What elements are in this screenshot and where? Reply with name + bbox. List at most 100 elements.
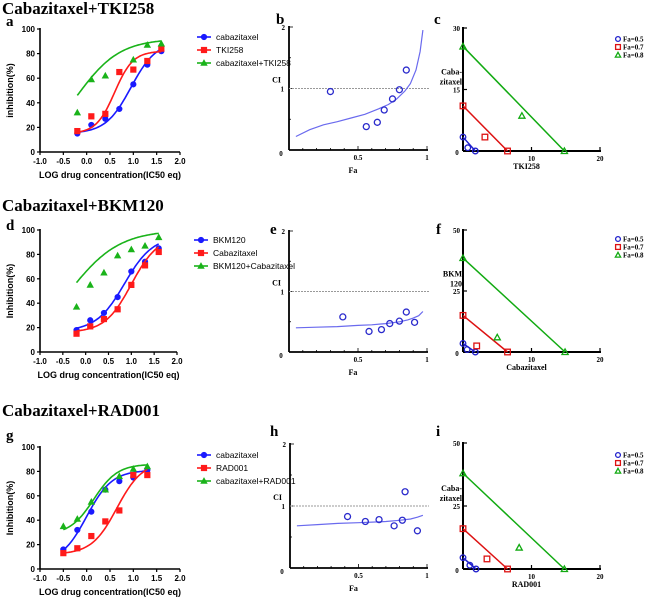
y-tick-label-a: 40 (26, 99, 35, 108)
isobole-line-f-1 (462, 314, 509, 353)
y-tick-label-a: 60 (26, 74, 35, 83)
legend-marker-i-2 (614, 467, 622, 474)
data-point-d-1 (114, 306, 121, 313)
y-tick-label-d: 0 (31, 348, 36, 357)
legend-marker-a-0 (200, 33, 208, 41)
data-point-d-0 (100, 309, 108, 317)
x-tick-label-a: 1.0 (128, 157, 140, 166)
legend-marker-d-2 (197, 262, 205, 269)
x-tick-label-a: 0.0 (81, 157, 93, 166)
data-point-g-1 (102, 518, 109, 525)
isobole-point-f-0 (463, 346, 471, 354)
y-axis-label-b: CI (272, 76, 281, 85)
data-point-g-2 (143, 462, 152, 470)
x-tick-label-a: 2.0 (174, 157, 186, 166)
isobole-line-c-1 (462, 105, 509, 152)
data-point-d-1 (100, 315, 108, 323)
data-point-g-2 (101, 485, 110, 493)
x-tick-label-e: 0.5 (354, 356, 363, 364)
data-point-g-1 (116, 507, 123, 514)
y-tick-label-g: 0 (31, 565, 36, 574)
data-point-g-2 (59, 522, 68, 530)
ci-point-e (339, 313, 347, 321)
y-tick-label-h: 1 (282, 503, 286, 511)
x-tick-label-h: 1 (425, 572, 429, 580)
y-axis-label-e: CI (272, 279, 281, 288)
y-axis-label-h: CI (273, 493, 282, 502)
x-tick-label-g: -1.0 (33, 574, 47, 583)
legend-label-g-1: RAD001 (216, 463, 248, 473)
isobole-point-c-1 (459, 102, 467, 110)
data-point-d-2 (113, 251, 122, 259)
data-point-a-0 (102, 115, 109, 122)
x-tick-label-b: 0.5 (354, 154, 363, 162)
isobole-point-f-2 (493, 332, 502, 341)
data-point-d-0 (128, 268, 135, 275)
y-axis-label-i: Caba- (441, 484, 462, 493)
isobole-point-c-0 (459, 133, 467, 141)
isobole-point-i-2 (514, 543, 524, 551)
isobole-point-f-1 (504, 348, 511, 356)
fit-curve-g-1 (63, 468, 148, 554)
legend-marker-c-2 (614, 51, 622, 58)
legend-marker-d-0 (197, 236, 205, 244)
x-axis-label-a: LOG drug concentration(IC50 eq) (39, 170, 181, 180)
data-point-a-2 (73, 108, 82, 116)
ci-point-b (402, 66, 410, 74)
y-tick-label-g: 80 (26, 467, 35, 476)
legend-marker-d-1 (197, 249, 205, 257)
data-point-g-0 (116, 478, 123, 485)
legend-marker-c-1 (614, 43, 622, 51)
legend-marker-i-0 (614, 451, 622, 459)
data-point-a-1 (88, 113, 95, 120)
legend-label-c-2: Fa=0.8 (623, 52, 644, 60)
ci-point-e (395, 317, 404, 325)
legend-label-a-0: cabazitaxel (216, 32, 259, 42)
legend-marker-i-1 (614, 459, 622, 467)
data-point-d-2 (127, 245, 136, 253)
legend-label-c-1: Fa=0.7 (623, 44, 644, 52)
x-tick-label-i: 10 (528, 573, 536, 581)
x-tick-label-d: 0.5 (103, 357, 115, 366)
isobole-point-c-2 (560, 146, 569, 155)
legend-marker-g-2 (200, 477, 208, 484)
ci-point-h (375, 515, 383, 524)
data-point-a-1 (74, 127, 81, 135)
panel-letter-f: f (436, 222, 441, 238)
legend-marker-f-0 (614, 235, 622, 243)
x-tick-label-c: 20 (597, 155, 605, 163)
ci-point-b (388, 95, 397, 103)
data-point-d-0 (87, 317, 94, 324)
legend-marker-c-0 (614, 35, 622, 43)
ci-point-e (402, 308, 410, 316)
ci-point-b (326, 87, 335, 96)
ci-point-e (386, 319, 394, 328)
legend-label-a-1: TKI258 (216, 45, 244, 55)
data-point-d-2 (100, 268, 108, 276)
y-tick-label-a: 0 (31, 148, 36, 157)
data-point-a-0 (130, 81, 137, 88)
y-tick-label-b: 2 (282, 24, 286, 32)
x-axis-label-f: Cabazitaxel (506, 363, 547, 372)
data-point-d-2 (72, 302, 81, 310)
legend-label-d-1: Cabazitaxel (213, 248, 258, 258)
x-tick-label-g: 2.0 (174, 574, 186, 583)
x-tick-label-d: 1.0 (126, 357, 138, 366)
ci-point-e (377, 325, 386, 334)
x-axis-label-b: Fa (349, 166, 358, 175)
fit-curve-d-2 (75, 232, 159, 284)
y-tick-label-d: 40 (26, 299, 35, 308)
x-tick-label-d: 1.5 (149, 357, 161, 366)
data-point-d-1 (128, 281, 135, 288)
section-title-rad001: Cabazitaxel+RAD001 (2, 401, 160, 420)
x-tick-label-a: -1.0 (33, 157, 47, 166)
y-tick-label-g: 40 (26, 516, 35, 525)
x-tick-label-i: 0 (455, 567, 459, 575)
x-tick-label-f: 20 (597, 356, 605, 364)
isobole-point-i-1 (459, 525, 467, 533)
data-point-g-1 (144, 471, 151, 479)
data-point-g-0 (88, 508, 95, 515)
data-point-d-2 (155, 233, 163, 241)
x-tick-label-h: 0 (280, 568, 284, 576)
data-point-a-1 (158, 45, 165, 52)
